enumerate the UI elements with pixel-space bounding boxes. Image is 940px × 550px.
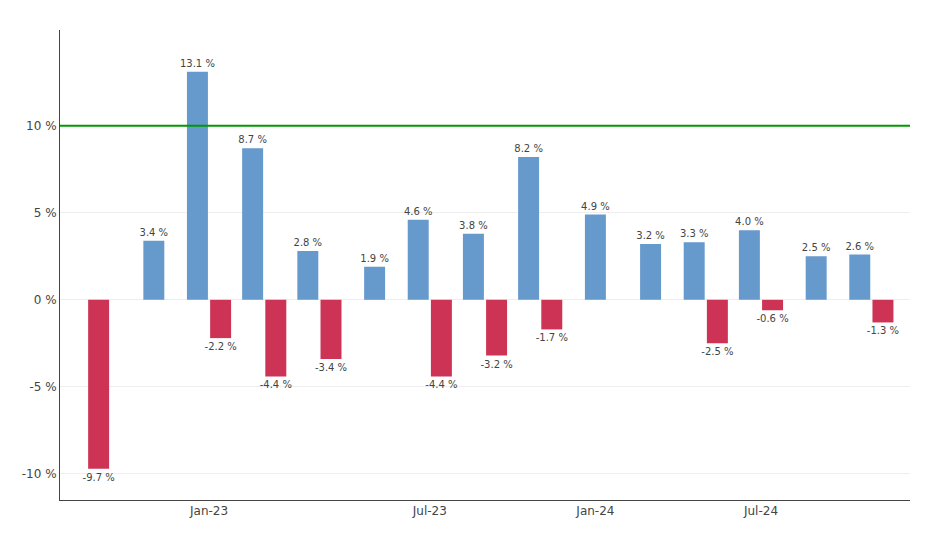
svg-text:-0.6 %: -0.6 % xyxy=(756,313,788,324)
svg-text:-1.7 %: -1.7 % xyxy=(536,332,568,343)
svg-text:4.6 %: 4.6 % xyxy=(404,206,433,217)
svg-text:-3.2 %: -3.2 % xyxy=(480,359,512,370)
svg-text:4.9 %: 4.9 % xyxy=(581,201,610,212)
svg-text:-3.4 %: -3.4 % xyxy=(315,362,347,373)
svg-text:8.7 %: 8.7 % xyxy=(238,134,267,145)
svg-text:Jul-24: Jul-24 xyxy=(743,504,778,518)
svg-text:-4.4 %: -4.4 % xyxy=(425,379,457,390)
svg-text:3.2 %: 3.2 % xyxy=(636,230,665,241)
svg-text:Jan-24: Jan-24 xyxy=(575,504,614,518)
svg-text:4.0 %: 4.0 % xyxy=(735,216,764,227)
svg-text:10 %: 10 % xyxy=(26,119,57,133)
svg-text:2.5 %: 2.5 % xyxy=(802,242,831,253)
svg-text:-10 %: -10 % xyxy=(22,467,57,481)
svg-text:2.8 %: 2.8 % xyxy=(294,237,323,248)
svg-text:Jan-23: Jan-23 xyxy=(189,504,228,518)
svg-text:Jul-23: Jul-23 xyxy=(412,504,447,518)
svg-text:3.4 %: 3.4 % xyxy=(140,227,169,238)
svg-text:-4.4 %: -4.4 % xyxy=(260,379,292,390)
svg-text:-1.3 %: -1.3 % xyxy=(867,325,899,336)
svg-text:-2.2 %: -2.2 % xyxy=(205,341,237,352)
svg-text:3.8 %: 3.8 % xyxy=(459,220,488,231)
svg-text:0 %: 0 % xyxy=(34,293,57,307)
svg-text:1.9 %: 1.9 % xyxy=(360,253,389,264)
svg-text:3.3 %: 3.3 % xyxy=(680,228,709,239)
svg-text:13.1 %: 13.1 % xyxy=(180,58,215,69)
svg-text:-5 %: -5 % xyxy=(29,380,56,394)
svg-text:-2.5 %: -2.5 % xyxy=(701,346,733,357)
svg-text:2.6 %: 2.6 % xyxy=(845,241,874,252)
svg-text:-9.7 %: -9.7 % xyxy=(83,472,115,483)
svg-text:5 %: 5 % xyxy=(34,206,57,220)
svg-text:8.2 %: 8.2 % xyxy=(514,143,543,154)
